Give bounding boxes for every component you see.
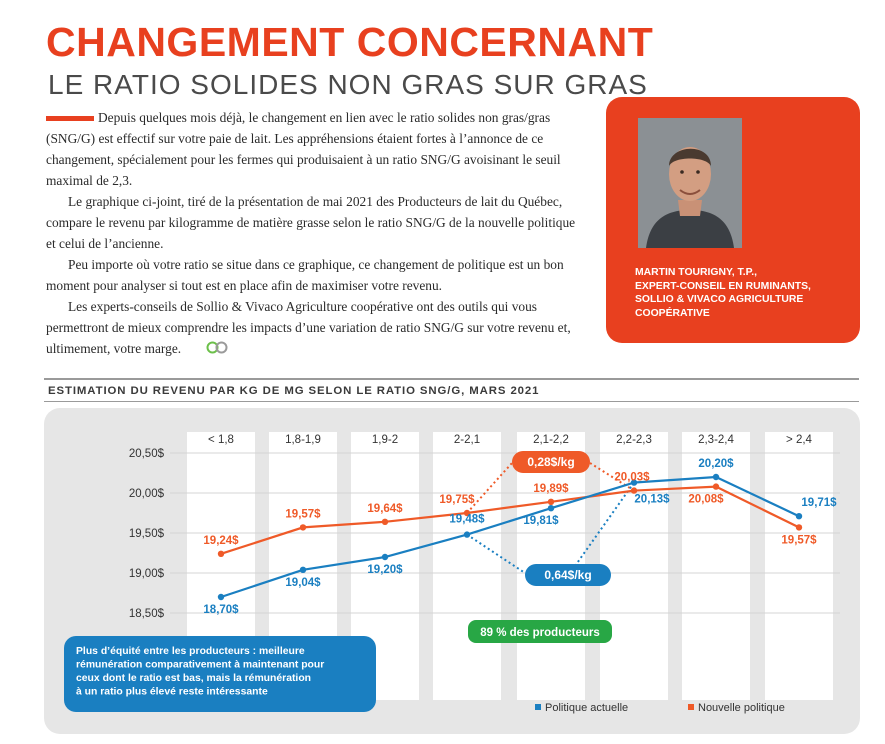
blue-data-point bbox=[795, 513, 803, 520]
green-badge-label: 89 % des producteurs bbox=[480, 627, 600, 639]
blue-dotted-connector bbox=[466, 533, 526, 574]
equity-info-text: ceux dont le ratio est bas, mais la rému… bbox=[76, 673, 311, 684]
chart-top-rule bbox=[44, 378, 859, 380]
orange-data-label: 19,64$ bbox=[367, 503, 403, 515]
paragraph-1-text: Depuis quelques mois déjà, le changement… bbox=[46, 110, 561, 188]
category-band-7 bbox=[682, 432, 750, 700]
x-tick-label: 2-2,1 bbox=[454, 434, 480, 446]
equity-info-box bbox=[64, 636, 376, 712]
orange-data-label: 19,24$ bbox=[203, 535, 239, 547]
y-tick-label: 20,00$ bbox=[129, 488, 165, 500]
x-tick-label: 2,3-2,4 bbox=[698, 434, 734, 446]
article-subtitle: LE RATIO SOLIDES NON GRAS SUR GRAS bbox=[48, 69, 648, 100]
x-tick-label: 1,8-1,9 bbox=[285, 434, 321, 446]
x-tick-label: 2,2-2,3 bbox=[616, 434, 652, 446]
chart-title: ESTIMATION DU REVENU PAR KG DE MG SELON … bbox=[48, 385, 540, 397]
orange-badge-label: 0,28$/kg bbox=[527, 455, 574, 469]
paragraph-4-text: Les experts-conseils de Sollio & Vivaco … bbox=[46, 299, 571, 356]
category-band-4 bbox=[433, 432, 501, 700]
blue-data-point bbox=[217, 593, 225, 601]
orange-dotted-connector-2 bbox=[589, 462, 635, 492]
blue-data-point bbox=[381, 553, 389, 561]
legend-swatch-orange bbox=[688, 704, 694, 710]
orange-data-point bbox=[795, 524, 803, 531]
author-org: SOLLIO & VIVACO AGRICULTURE bbox=[635, 294, 804, 305]
y-tick-label: 20,50$ bbox=[129, 448, 165, 460]
blue-data-label: 19,48$ bbox=[449, 514, 485, 526]
orange-data-point bbox=[547, 498, 555, 505]
legend-label-blue: Politique actuelle bbox=[545, 702, 628, 714]
x-tick-label: < 1,8 bbox=[208, 434, 234, 446]
blue-badge bbox=[525, 564, 611, 586]
blue-data-label: 18,70$ bbox=[203, 604, 239, 616]
x-tick-label: > 2,4 bbox=[786, 434, 813, 446]
orange-data-label: 19,89$ bbox=[533, 483, 569, 495]
orange-data-label: 19,75$ bbox=[439, 494, 475, 506]
article-paragraph-4: Les experts-conseils de Sollio & Vivaco … bbox=[46, 296, 586, 360]
blue-data-point bbox=[630, 479, 638, 486]
orange-data-label: 19,57$ bbox=[781, 534, 817, 546]
orange-series-line bbox=[220, 485, 800, 555]
blue-data-label: 20,13$ bbox=[634, 494, 670, 506]
orange-data-label: 20,03$ bbox=[614, 472, 650, 484]
orange-data-point bbox=[217, 550, 225, 557]
chart-title-rule bbox=[44, 401, 859, 402]
blue-data-label: 20,20$ bbox=[698, 458, 734, 470]
blue-series-line bbox=[220, 475, 800, 599]
orange-data-point bbox=[381, 518, 389, 525]
blue-data-label: 19,81$ bbox=[523, 515, 559, 527]
equity-info-text: Plus d’équité entre les producteurs : me… bbox=[76, 646, 305, 657]
green-badge bbox=[468, 620, 612, 643]
legend-label-orange: Nouvelle politique bbox=[698, 702, 785, 714]
author-org-2: COOPÉRATIVE bbox=[635, 307, 710, 319]
article-paragraph-3: Peu importe où votre ratio se situe dans… bbox=[46, 257, 564, 293]
orange-dotted-connector bbox=[466, 462, 513, 514]
author-name: MARTIN TOURIGNY, T.P., bbox=[635, 267, 758, 278]
blue-data-point bbox=[547, 505, 555, 512]
author-photo bbox=[638, 118, 742, 248]
article-paragraph-2: Le graphique ci-joint, tiré de la présen… bbox=[46, 194, 576, 251]
orange-data-point bbox=[463, 509, 471, 517]
orange-data-point bbox=[630, 487, 638, 494]
blue-data-label: 19,04$ bbox=[285, 577, 321, 589]
legend-swatch-blue bbox=[535, 704, 541, 710]
equity-info-text: rémunération comparativement à maintenan… bbox=[76, 660, 324, 671]
orange-data-label: 20,08$ bbox=[688, 494, 724, 506]
author-credit: MARTIN TOURIGNY, T.P., EXPERT-CONSEIL EN… bbox=[635, 266, 835, 320]
article-paragraph-1: Depuis quelques mois déjà, le changement… bbox=[46, 107, 586, 191]
accent-bar bbox=[46, 116, 94, 122]
blue-badge-label: 0,64$/kg bbox=[544, 568, 591, 582]
blue-dotted-connector-2 bbox=[574, 482, 635, 567]
blue-data-point bbox=[299, 566, 307, 573]
author-role: EXPERT-CONSEIL EN RUMINANTS, bbox=[635, 280, 811, 292]
article-body: Depuis quelques mois déjà, le changement… bbox=[46, 107, 586, 360]
equity-info-text: à un ratio plus élevé reste intéressante bbox=[76, 687, 268, 698]
y-tick-label: 19,50$ bbox=[129, 528, 165, 540]
blue-data-label: 19,20$ bbox=[367, 564, 403, 576]
category-band-8 bbox=[765, 432, 833, 700]
blue-data-point bbox=[463, 531, 471, 538]
orange-badge bbox=[512, 451, 590, 473]
orange-data-label: 19,57$ bbox=[285, 508, 321, 520]
article-title: CHANGEMENT CONCERNANT bbox=[46, 19, 654, 65]
sollio-logo-icon bbox=[184, 339, 228, 360]
x-tick-label: 1,9-2 bbox=[372, 434, 398, 446]
orange-data-point bbox=[712, 483, 720, 490]
y-tick-label: 19,00$ bbox=[129, 568, 165, 580]
x-tick-label: 2,1-2,2 bbox=[533, 434, 569, 446]
orange-data-point bbox=[299, 524, 307, 531]
blue-data-point bbox=[712, 473, 720, 481]
blue-data-label: 19,71$ bbox=[801, 497, 837, 509]
y-tick-label: 18,50$ bbox=[129, 608, 165, 620]
